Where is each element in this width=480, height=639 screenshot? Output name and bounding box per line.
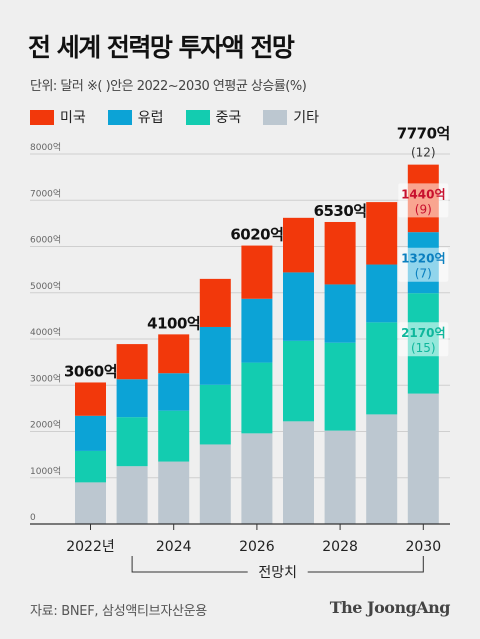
legend-item-other: 기타 xyxy=(263,107,319,127)
legend-item-europe: 유럽 xyxy=(107,107,164,127)
legend-swatch-china xyxy=(185,109,210,125)
y-tick-label-6000: 6000억 xyxy=(30,234,61,246)
x-tick-label-2030: 2030 xyxy=(405,539,441,555)
bar-2022-중국 xyxy=(75,450,106,483)
bar-2028-중국 xyxy=(324,342,356,431)
legend-swatch-us xyxy=(30,109,54,125)
bar-2027-유럽 xyxy=(283,272,314,341)
y-tick-label-3000: 3000억 xyxy=(30,372,61,384)
bar-2029-기타 xyxy=(366,414,398,524)
bar-2026-기타 xyxy=(241,433,273,524)
x-tick-label-2024: 2024 xyxy=(156,539,192,555)
legend-label-europe: 유럽 xyxy=(137,110,164,126)
legend-item-china: 중국 xyxy=(185,107,242,127)
forecast-label: 전망치 xyxy=(258,565,297,581)
legend-swatch-other xyxy=(263,109,288,125)
y-tick-label-8000: 8000억 xyxy=(30,141,61,153)
bar-2025-기타 xyxy=(199,444,231,524)
bar-2026-유럽 xyxy=(241,298,273,363)
bar-2022-유럽 xyxy=(75,415,106,451)
y-tick-label-1000: 1000억 xyxy=(30,465,61,477)
segment-value-2030-유럽: 1320억 xyxy=(401,252,445,266)
bar-2023-미국 xyxy=(116,344,148,380)
legend-label-china: 중국 xyxy=(215,110,242,126)
bar-2025-중국 xyxy=(199,384,231,445)
x-tick-label-2026: 2026 xyxy=(239,539,275,555)
segment-rate-2030-중국: (15) xyxy=(411,341,436,355)
bar-2023-중국 xyxy=(116,417,148,467)
legend-label-other: 기타 xyxy=(293,110,320,126)
chart-title: 전 세계 전력망 투자액 전망 xyxy=(28,33,295,62)
segment-rate-2030-미국: (9) xyxy=(415,202,432,216)
legend-label-us: 미국 xyxy=(60,110,86,126)
bar-2024-미국 xyxy=(158,334,190,374)
bar-2029-중국 xyxy=(366,322,398,415)
bar-2022-기타 xyxy=(75,482,106,524)
bar-2029-유럽 xyxy=(366,264,398,323)
bar-2025-미국 xyxy=(199,278,231,327)
bar-2024-중국 xyxy=(158,410,190,462)
bar-2027-미국 xyxy=(283,217,314,273)
total-label-2030: 7770억 xyxy=(397,125,450,143)
bar-2028-유럽 xyxy=(324,284,356,343)
total-label-2028: 6530억 xyxy=(314,202,367,220)
total-label-2026: 6020억 xyxy=(230,226,283,244)
x-tick-label-2028: 2028 xyxy=(322,539,358,555)
bar-2026-중국 xyxy=(241,362,273,434)
bar-2026-미국 xyxy=(241,245,273,299)
segment-value-2030-중국: 2170억 xyxy=(401,326,445,340)
brand-logo: The JoongAng xyxy=(329,598,451,617)
segment-label-bg-2030-유럽 xyxy=(398,247,449,282)
bar-2022-미국 xyxy=(75,382,106,416)
source-note: 자료: BNEF, 삼성액티브자산운용 xyxy=(30,604,207,619)
total-rate-2030: (12) xyxy=(411,146,436,160)
y-tick-label-7000: 7000억 xyxy=(30,187,61,199)
legend-item-us: 미국 xyxy=(30,107,86,127)
segment-value-2030-미국: 1440억 xyxy=(401,187,445,201)
forecast-label-bg xyxy=(247,562,308,582)
segment-label-bg-2030-미국 xyxy=(398,183,449,218)
y-tick-label-2000: 2000억 xyxy=(30,419,61,431)
y-tick-label-4000: 4000억 xyxy=(30,326,61,338)
bar-2028-미국 xyxy=(324,221,356,285)
y-tick-label-0: 0 xyxy=(30,513,36,523)
bar-2029-미국 xyxy=(366,202,398,265)
x-tick-label-2022: 2022년 xyxy=(66,539,115,555)
legend-swatch-europe xyxy=(107,109,132,125)
y-tick-label-5000: 5000억 xyxy=(30,280,61,292)
legend: 미국 유럽 중국 기타 xyxy=(30,107,341,127)
chart-subtitle: 단위: 달러 ※( )안은 2022~2030 연평균 상승률(%) xyxy=(30,79,307,94)
total-label-2024: 4100억 xyxy=(147,314,200,332)
bar-2030-기타 xyxy=(407,393,439,524)
bar-2023-유럽 xyxy=(116,379,148,418)
segment-rate-2030-유럽: (7) xyxy=(415,267,432,281)
segment-label-bg-2030-중국 xyxy=(398,322,449,357)
bar-2024-기타 xyxy=(158,461,190,524)
bar-2023-기타 xyxy=(116,466,148,524)
total-label-2022: 3060억 xyxy=(64,362,117,380)
bar-2024-유럽 xyxy=(158,373,190,411)
bar-2027-기타 xyxy=(283,421,314,524)
bar-2025-유럽 xyxy=(199,326,231,385)
bar-2028-기타 xyxy=(324,430,356,524)
bar-2027-중국 xyxy=(283,340,314,422)
